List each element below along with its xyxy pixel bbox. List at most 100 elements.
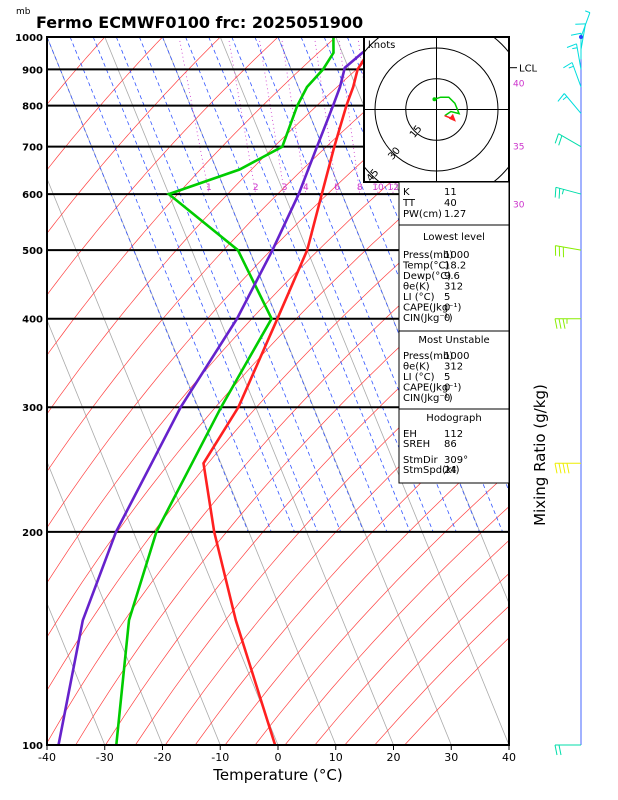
isotherm-line xyxy=(47,319,221,745)
wind-barb-half-flag xyxy=(572,47,578,50)
wind-barb-flag xyxy=(570,32,582,36)
wind-barb-flag xyxy=(558,318,562,329)
lowest-label: θe(K) xyxy=(403,282,430,293)
wind-barb-flag xyxy=(558,463,562,474)
wind-barb-half-flag xyxy=(585,10,591,14)
mixing-ratio-label: 3 xyxy=(282,183,288,193)
unstable-label: θe(K) xyxy=(403,362,430,373)
wind-barb-flag xyxy=(562,318,566,329)
mixing-ratio-label: 6 xyxy=(334,183,340,193)
dewpoint-line xyxy=(115,37,335,745)
pressure-tick-label: 800 xyxy=(22,102,43,113)
pressure-tick-label: 300 xyxy=(22,403,43,414)
hodo-index-label: StmSpd(kt) xyxy=(403,465,460,476)
pressure-tick-label: 900 xyxy=(22,65,43,76)
wind-barbs xyxy=(554,10,591,756)
lcl-label: LCL xyxy=(519,64,538,75)
dry-adiabat-line xyxy=(47,37,337,356)
hodo-index-value: 309° xyxy=(444,455,468,466)
unstable-label: CIN(Jkg⁻¹) xyxy=(403,393,453,404)
wind-barb-flag xyxy=(558,188,561,199)
wind-barb-flag xyxy=(566,43,577,48)
mixing-ratio-label: 12 xyxy=(387,183,398,193)
dry-adiabat-line xyxy=(135,326,509,745)
wind-barb-half-flag xyxy=(568,65,574,69)
lowest-value: 0 xyxy=(444,313,450,324)
lowest-label: LI (°C) xyxy=(403,292,435,303)
isotherm-line xyxy=(47,460,163,745)
dry-adiabat-line xyxy=(47,37,221,234)
temperature-tick-label: 20 xyxy=(387,751,401,764)
lowest-value: 9.6 xyxy=(444,271,460,282)
dry-adiabat-line xyxy=(47,124,509,638)
temperature-tick-label: 0 xyxy=(275,751,282,764)
wind-barb-flag xyxy=(558,744,562,756)
wind-barb-flag xyxy=(557,93,565,102)
hodograph-wind-trace xyxy=(434,96,461,117)
index-value: 40 xyxy=(444,198,457,209)
mixing-ratio-axis-label: Mixing Ratio (g/kg) xyxy=(531,384,549,526)
wind-barb-flag xyxy=(554,318,558,329)
hodograph-start-dot xyxy=(432,97,437,102)
isotherm-line xyxy=(47,602,106,745)
theta-e-label: 40 xyxy=(513,79,525,89)
mixing-ratio-label: 2 xyxy=(253,183,259,193)
moist-adiabat-line xyxy=(508,37,509,39)
wind-barb-flag xyxy=(566,463,570,474)
lowest-label: CIN(Jkg⁻¹) xyxy=(403,313,453,324)
temperature-tick-label: -40 xyxy=(38,751,56,764)
mixing-ratio-line xyxy=(281,37,307,195)
temperature-tick-label: -20 xyxy=(154,751,172,764)
wind-barb-flag xyxy=(554,187,557,198)
mixing-ratio-line xyxy=(314,37,338,195)
profiles xyxy=(57,37,385,745)
pressure-tick-label: 600 xyxy=(22,190,43,201)
storm-motion-arrowhead xyxy=(448,113,456,122)
isotherm-line xyxy=(47,177,279,745)
pressure-tick-label: 200 xyxy=(22,528,43,539)
wind-barb-half-flag xyxy=(562,96,568,101)
lowest-value: 18.2 xyxy=(444,261,466,272)
unstable-value: 1000 xyxy=(444,351,469,362)
thermo-grid xyxy=(47,37,509,745)
temperature-tick-label: 10 xyxy=(329,751,343,764)
most-unstable-title: Most Unstable xyxy=(418,335,489,346)
lowest-label: CAPE(Jkg⁻¹) xyxy=(403,303,461,314)
mixing-ratio-line xyxy=(258,37,285,195)
dry-adiabat-line xyxy=(47,37,106,105)
lowest-level-title: Lowest level xyxy=(423,232,485,243)
pressure-tick-label: 400 xyxy=(22,315,43,326)
hodo-index-label: SREH xyxy=(403,439,430,450)
wind-barb-flag xyxy=(563,62,573,69)
moist-adiabat-line xyxy=(47,37,249,533)
temperature-tick-labels: -40 -30 -20 -10 0 10 20 30 40 xyxy=(38,745,516,764)
temperature-tick-label: 40 xyxy=(502,751,516,764)
x-axis-label: Temperature (°C) xyxy=(212,766,342,784)
index-value: 11 xyxy=(444,187,457,198)
unstable-value: 0 xyxy=(444,393,450,404)
moist-adiabat-line xyxy=(185,37,388,533)
hodo-index-label: StmDir xyxy=(403,455,438,466)
index-label: PW(cm) xyxy=(403,209,442,220)
wind-barb-flag xyxy=(554,133,559,144)
mixing-ratio-label: 8 xyxy=(357,183,363,193)
pressure-tick-label: 1000 xyxy=(15,33,43,44)
lowest-value: 1000 xyxy=(444,250,469,261)
dry-adiabat-line xyxy=(47,167,509,691)
mixing-ratio-label: 1 xyxy=(206,183,212,193)
theta-e-labels: 30 35 40 xyxy=(513,79,525,210)
pressure-tick-label: 700 xyxy=(22,143,43,154)
pressure-tick-labels: 100 200 300 400 500 600 700 800 900 1000 xyxy=(15,33,43,752)
wind-barb-flag xyxy=(554,744,558,756)
indices-frame xyxy=(398,181,510,484)
lowest-label: Dewp(°C) xyxy=(403,271,451,282)
hodograph-units: knots xyxy=(368,40,395,51)
isotherm-line xyxy=(104,37,394,745)
index-value: 1.27 xyxy=(444,209,466,220)
hodograph-trace xyxy=(432,96,461,122)
barb-surface-dot xyxy=(579,35,583,39)
